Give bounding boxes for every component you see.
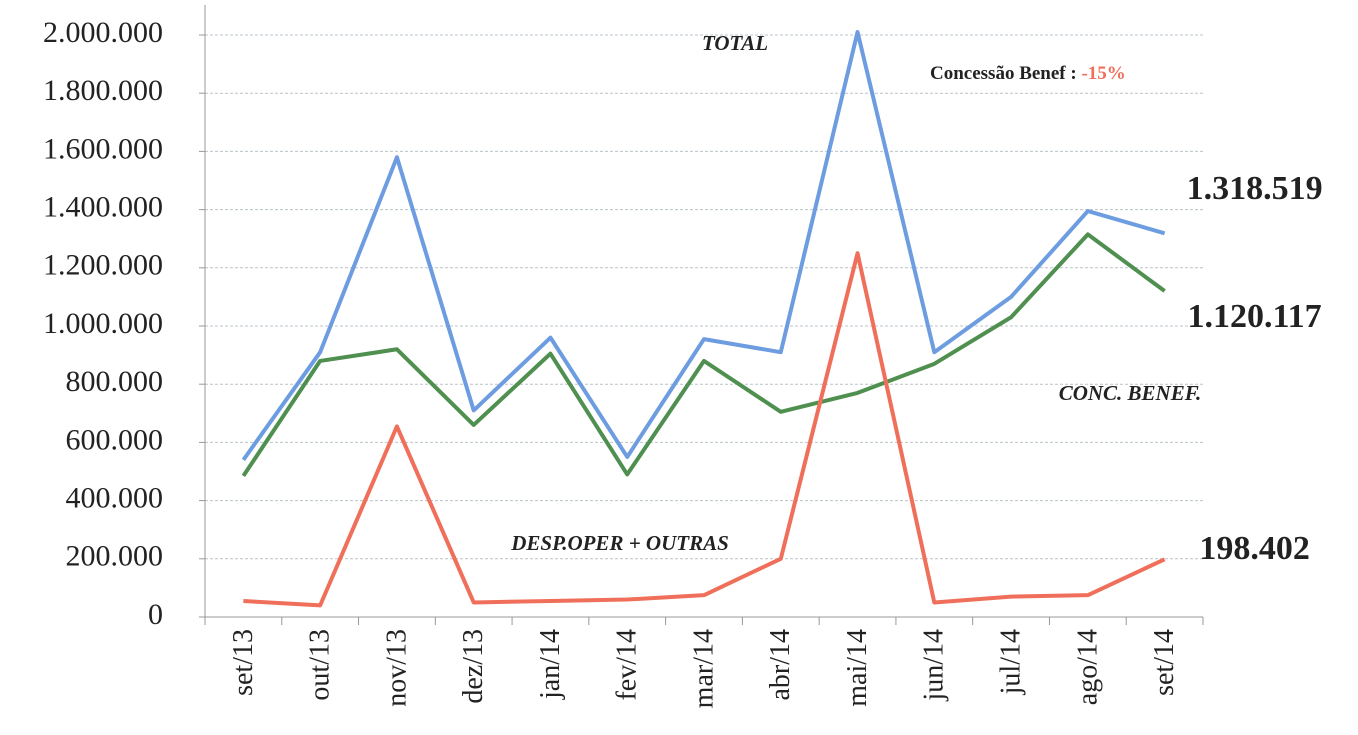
x-tick-label: set/13 [228, 629, 259, 696]
annotation-text: Concessão Benef : [930, 63, 1081, 84]
x-tick-label: nov/13 [381, 629, 412, 707]
x-tick-label: dez/13 [458, 629, 489, 704]
x-tick-label: mai/14 [842, 629, 873, 707]
y-tick-label: 200.000 [66, 540, 164, 573]
x-tick-label: ago/14 [1072, 629, 1103, 705]
annotation-highlight: -15% [1081, 63, 1125, 84]
series-name: CONC. BENEF. [1059, 381, 1202, 405]
x-tick-label: mar/14 [688, 629, 719, 708]
series-line [241, 30, 1166, 462]
y-tick-label: 0 [148, 598, 163, 631]
x-tick-label: jul/14 [995, 629, 1026, 695]
y-tick-label: 600.000 [66, 423, 164, 456]
series-name: TOTAL [702, 31, 768, 55]
y-tick-label: 400.000 [66, 481, 164, 514]
series-line [243, 251, 1166, 608]
annotation: Concessão Benef : -15% [930, 63, 1126, 84]
y-tick-label: 1.000.000 [43, 307, 163, 340]
x-tick-label: jun/14 [919, 629, 950, 702]
y-tick-label: 1.600.000 [43, 132, 163, 165]
y-tick-label: 1.200.000 [43, 249, 163, 282]
x-tick-label: jan/14 [535, 629, 566, 700]
value-label: 1.120.117 [1188, 298, 1322, 335]
series-line [241, 232, 1166, 477]
x-tick-label: fev/14 [612, 629, 643, 701]
value-label: 1.318.519 [1187, 170, 1323, 207]
y-tick-label: 2.000.000 [43, 16, 163, 49]
y-tick-label: 1.400.000 [43, 190, 163, 223]
y-tick-label: 800.000 [66, 365, 164, 398]
y-tick-label: 1.800.000 [43, 74, 163, 107]
value-label: 198.402 [1199, 530, 1310, 567]
series-name: DESP.OPER + OUTRAS [510, 531, 729, 555]
x-tick-label: set/14 [1149, 629, 1180, 696]
x-tick-label: out/13 [305, 629, 336, 701]
x-tick-label: abr/14 [765, 629, 796, 701]
